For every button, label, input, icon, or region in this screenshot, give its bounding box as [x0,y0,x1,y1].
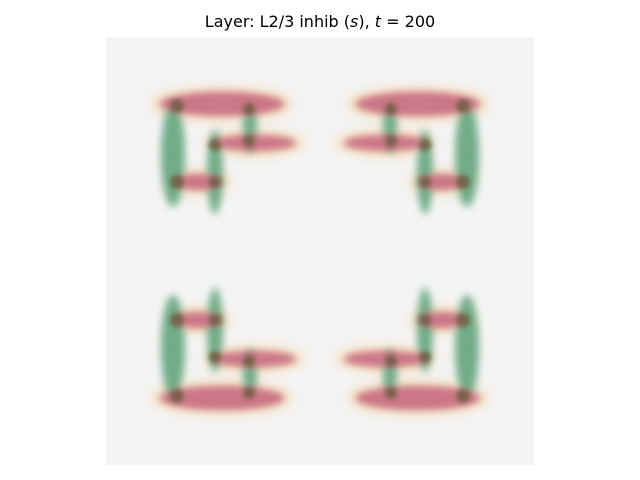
junction-spot [419,351,431,363]
vertical-bar [207,288,223,372]
junction-spot [209,176,221,188]
junction-spot [456,99,470,113]
pattern-bottom-right [336,288,488,414]
junction-spot [456,389,470,403]
heatmap-canvas [106,37,534,465]
junction-spot [385,135,397,147]
title-variable: s [350,12,359,31]
junction-spot [419,139,431,151]
pattern-top-right [336,88,488,214]
junction-spot [243,103,255,115]
junction-spot [243,387,255,399]
junction-spot [456,175,470,189]
pattern-top-left [152,88,304,214]
junction-spot [170,313,184,327]
junction-spot [419,176,431,188]
junction-spot [243,355,255,367]
vertical-bar [161,103,185,207]
junction-spot [456,313,470,327]
junction-spot [385,387,397,399]
junction-spot [170,389,184,403]
title-middle: ), [358,12,375,31]
vertical-bar [455,103,479,207]
junction-spot [419,314,431,326]
horizontal-bar [174,174,222,190]
junction-spot [385,103,397,115]
junction-spot [170,175,184,189]
junction-spot [385,355,397,367]
horizontal-bar [418,312,466,328]
junction-spot [243,135,255,147]
title-time-value: = 200 [381,12,436,31]
junction-spot [209,314,221,326]
junction-spot [209,351,221,363]
activity-heatmap [106,37,534,465]
figure-title: Layer: L2/3 inhib (s), t = 200 [0,12,640,31]
vertical-bar [417,130,433,214]
vertical-bar [161,295,185,399]
vertical-bar [417,288,433,372]
junction-spot [170,99,184,113]
pattern-bottom-left [152,288,304,414]
horizontal-bar [174,312,222,328]
horizontal-bar [418,174,466,190]
vertical-bar [207,130,223,214]
vertical-bar [455,295,479,399]
title-time-variable: t [374,12,382,31]
junction-spot [209,139,221,151]
title-prefix: Layer: L2/3 inhib ( [204,12,351,31]
